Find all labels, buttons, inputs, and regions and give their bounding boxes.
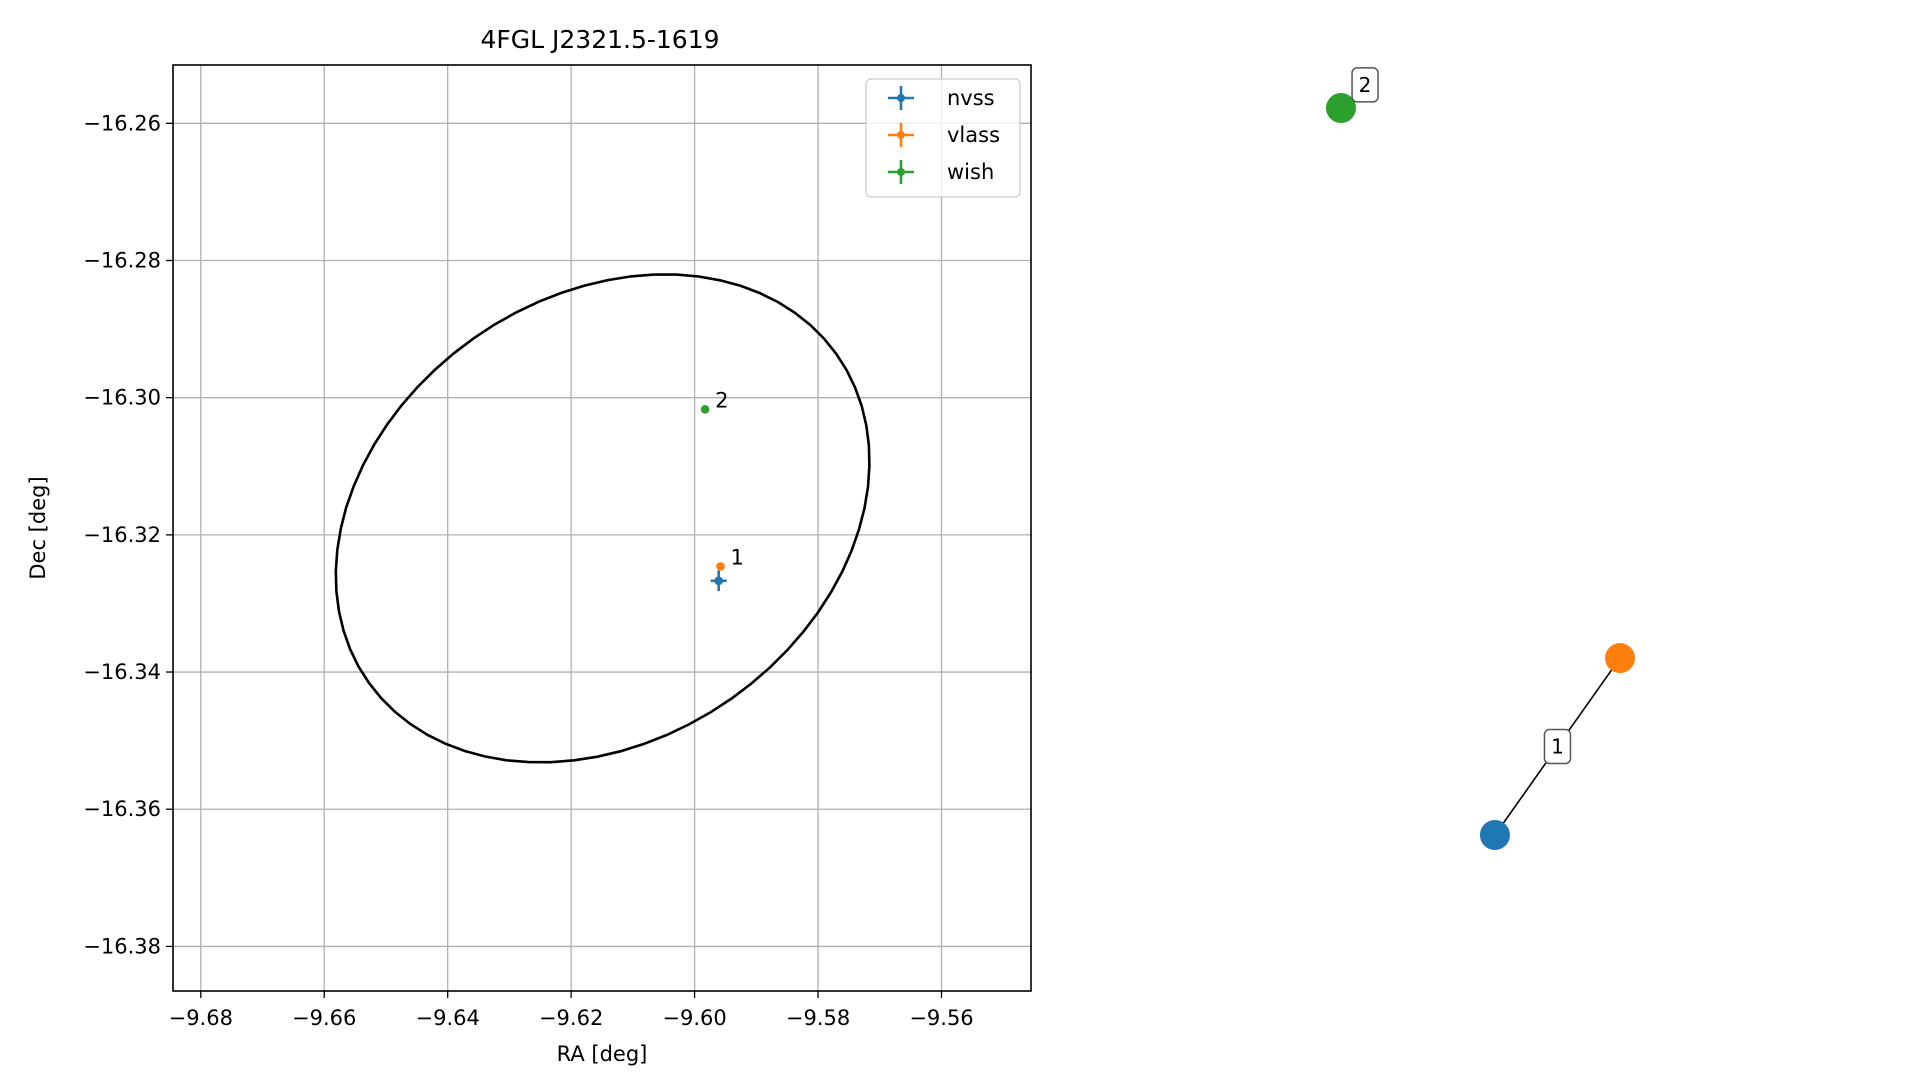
- chart-title: 4FGL J2321.5-1619: [480, 25, 719, 54]
- vlass-point: [716, 562, 725, 571]
- x-tick-label: −9.60: [662, 1006, 726, 1030]
- y-tick-label: −16.36: [83, 797, 161, 821]
- y-axis-ticks: −16.26 −16.28 −16.30 −16.32 −16.34 −16.36 −16.…: [83, 111, 173, 958]
- y-tick-label: −16.28: [83, 248, 161, 272]
- y-tick-label: −16.34: [83, 660, 161, 684]
- wish-point: [700, 405, 710, 414]
- y-tick-label: −16.30: [83, 386, 161, 410]
- legend-label: nvss: [947, 86, 995, 110]
- grid: [173, 65, 1031, 991]
- y-tick-label: −16.38: [83, 934, 161, 958]
- legend: nvss vlass wish: [865, 78, 1021, 198]
- x-tick-label: −9.68: [169, 1006, 233, 1030]
- point-annotation: 1: [731, 545, 744, 569]
- localization-ellipse: [334, 273, 871, 764]
- x-tick-label: −9.56: [909, 1006, 973, 1030]
- x-tick-label: −9.64: [416, 1006, 480, 1030]
- x-tick-label: −9.58: [786, 1006, 850, 1030]
- nvss-point: [710, 570, 727, 592]
- x-tick-label: −9.66: [292, 1006, 356, 1030]
- network-group-labels: 12: [1351, 67, 1572, 765]
- plot-frame: [172, 64, 1032, 992]
- data-points: [700, 405, 727, 592]
- y-axis-label: Dec [deg]: [26, 476, 50, 579]
- y-tick-label: −16.26: [83, 111, 161, 135]
- network-node-vlass: [1605, 643, 1635, 674]
- nvss-marker: [714, 576, 723, 586]
- legend-label: wish: [947, 160, 994, 184]
- legend-item-vlass: vlass: [888, 123, 1000, 147]
- network-label-text: 1: [1551, 735, 1564, 759]
- network-nodes: [1326, 93, 1635, 850]
- legend-items: nvss vlass wish: [888, 86, 1000, 184]
- point-annotation: 2: [715, 388, 728, 412]
- point-annotations: 12: [715, 388, 744, 569]
- legend-marker: [897, 131, 905, 139]
- network-label-box: [1543, 728, 1572, 765]
- legend-marker: [897, 168, 905, 176]
- x-axis-label: RA [deg]: [557, 1042, 648, 1066]
- wish-marker: [700, 405, 710, 414]
- x-tick-label: −9.62: [539, 1006, 603, 1030]
- network-label-text: 2: [1359, 73, 1372, 97]
- x-axis-ticks: −9.68 −9.66 −9.64 −9.62 −9.60 −9.58 −9.56: [169, 991, 974, 1030]
- legend-item-wish: wish: [888, 160, 994, 184]
- network-panel: 12: [1326, 67, 1635, 850]
- network-label-box: [1351, 67, 1379, 103]
- legend-marker: [897, 94, 905, 102]
- network-node-nvss: [1479, 820, 1510, 850]
- scatter-panel: 4FGL J2321.5-1619 −9.68 −9.66 −9.64 −9.62 −9…: [26, 25, 1032, 1066]
- legend-label: vlass: [947, 123, 1000, 147]
- legend-box: [865, 78, 1021, 198]
- network-group-label: 1: [1543, 728, 1572, 765]
- y-tick-label: −16.32: [83, 523, 161, 547]
- vlass-marker: [716, 562, 725, 571]
- legend-item-nvss: nvss: [888, 86, 995, 110]
- network-group-label: 2: [1351, 67, 1379, 103]
- network-node-wish: [1326, 93, 1356, 123]
